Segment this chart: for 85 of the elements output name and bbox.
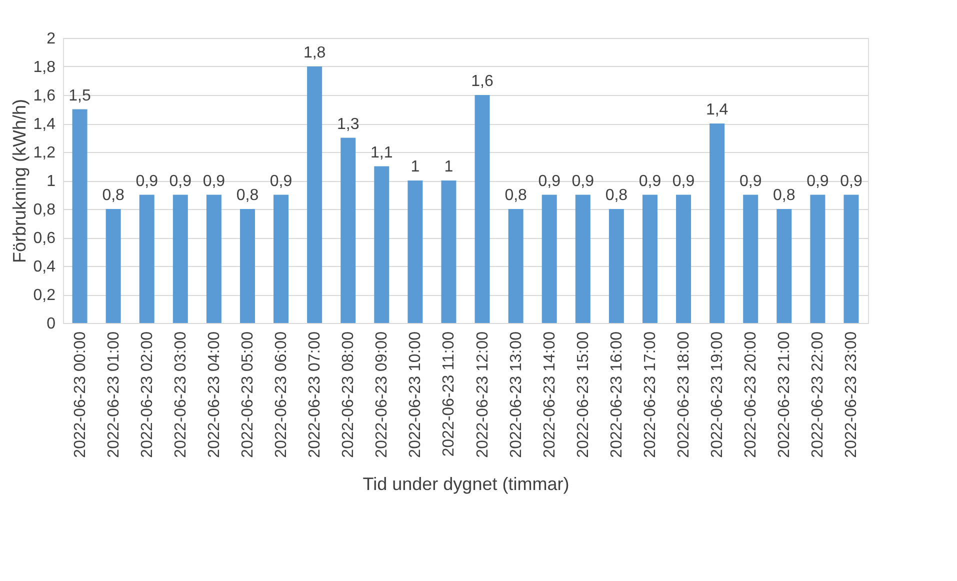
x-tick-label: 2022-06-23 15:00 <box>574 331 592 458</box>
bar <box>441 180 456 323</box>
data-label: 1,4 <box>706 102 728 118</box>
bar <box>274 194 289 323</box>
x-tick-label: 2022-06-23 11:00 <box>440 331 458 457</box>
data-label: 0,8 <box>236 187 259 204</box>
x-tick-label: 2022-06-23 16:00 <box>608 331 626 458</box>
bar <box>106 209 121 323</box>
x-tick-label: 2022-06-23 08:00 <box>340 331 358 458</box>
x-tick-label: 2022-06-23 10:00 <box>407 331 424 458</box>
bar <box>139 194 154 323</box>
data-label: 1,5 <box>68 87 91 104</box>
y-tick-label: 1,4 <box>33 116 56 133</box>
bar <box>240 209 255 323</box>
data-label: 1,6 <box>471 73 494 90</box>
x-tick-label: 2022-06-23 07:00 <box>306 331 324 458</box>
data-label: 0,9 <box>270 172 292 190</box>
bar <box>542 194 557 323</box>
data-label: 0,9 <box>672 172 695 190</box>
bar <box>642 194 658 323</box>
bar <box>810 194 826 323</box>
data-label: 1 <box>410 158 420 176</box>
x-tick-label: 2022-06-23 19:00 <box>709 331 726 458</box>
y-tick-label: 0,4 <box>33 258 56 276</box>
y-tick-label: 0,6 <box>33 230 56 247</box>
x-tick-label: 2022-06-23 14:00 <box>541 331 558 458</box>
x-tick-label: 2022-06-23 05:00 <box>239 331 256 458</box>
x-tick-label: 2022-06-23 18:00 <box>676 331 693 458</box>
x-tick-label: 2022-06-23 01:00 <box>105 331 122 458</box>
bar <box>710 124 725 323</box>
data-label: 0,9 <box>739 172 762 190</box>
x-tick-label: 2022-06-23 09:00 <box>374 331 391 458</box>
bar <box>307 66 322 323</box>
data-label: 0,9 <box>136 172 158 190</box>
x-tick-label: 2022-06-23 03:00 <box>172 331 190 458</box>
data-label: 1 <box>444 158 454 176</box>
y-tick-label: 1,6 <box>33 88 56 104</box>
x-tick-label: 2022-06-23 20:00 <box>742 331 760 458</box>
y-tick-label: 0,2 <box>33 287 56 304</box>
y-tick-label: 2 <box>46 30 56 48</box>
bar <box>408 180 423 323</box>
bar <box>575 194 590 323</box>
data-label: 0,9 <box>572 172 594 190</box>
data-label: 0,8 <box>605 187 628 204</box>
x-tick-label: 2022-06-23 06:00 <box>273 331 290 458</box>
x-tick-label: 2022-06-23 17:00 <box>642 331 659 458</box>
y-tick-label: 1 <box>46 173 56 190</box>
bar <box>340 138 356 323</box>
x-tick-label: 2022-06-23 12:00 <box>474 331 492 458</box>
bar <box>743 194 758 323</box>
x-tick-label: 2022-06-23 02:00 <box>138 331 156 458</box>
data-label: 0,9 <box>638 172 662 190</box>
bar <box>608 209 624 323</box>
data-label: 1,8 <box>303 44 326 62</box>
data-label: 0,8 <box>102 187 125 204</box>
data-label: 0,9 <box>169 172 192 190</box>
data-label: 0,9 <box>202 172 226 190</box>
bar <box>172 194 188 323</box>
bar <box>676 194 692 323</box>
bar <box>374 166 390 323</box>
x-tick-label: 2022-06-23 00:00 <box>72 331 89 458</box>
bar <box>776 209 792 323</box>
data-label: 0,8 <box>504 187 528 204</box>
bar <box>206 194 222 323</box>
data-label: 0,8 <box>773 187 796 204</box>
x-tick-label: 2022-06-23 23:00 <box>843 331 860 458</box>
x-tick-label: 2022-06-23 04:00 <box>206 331 223 458</box>
bar <box>508 209 524 323</box>
bar <box>844 194 859 323</box>
data-label: 0,9 <box>840 172 862 190</box>
data-label: 0,9 <box>538 172 561 190</box>
x-tick-label: 2022-06-23 22:00 <box>810 331 827 458</box>
y-tick-label: 1,2 <box>33 144 56 162</box>
x-tick-label: 2022-06-23 13:00 <box>508 331 525 458</box>
y-tick-label: 1,8 <box>33 59 56 76</box>
y-tick-label: 0,8 <box>33 202 56 218</box>
data-label: 1,3 <box>336 116 360 133</box>
data-label: 1,1 <box>370 144 393 162</box>
bar <box>474 95 490 323</box>
y-axis-title: Förbrukning (kWh/h) <box>9 98 30 264</box>
data-label: 0,9 <box>806 172 829 190</box>
bar <box>72 109 88 323</box>
y-tick-label: 0 <box>46 316 56 332</box>
x-tick-label: 2022-06-23 21:00 <box>776 331 794 458</box>
x-axis-title: Tid under dygnet (timmar) <box>362 474 570 494</box>
